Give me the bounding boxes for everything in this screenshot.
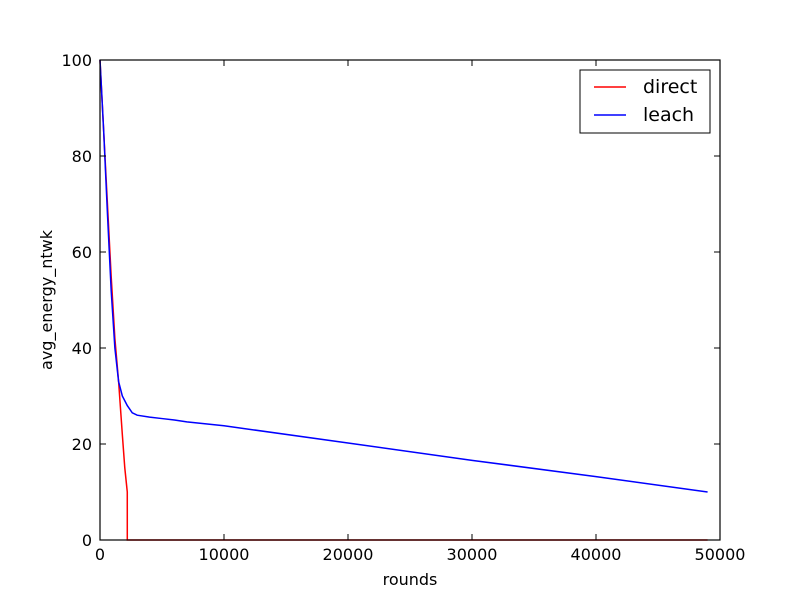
legend-box: [579, 69, 711, 134]
series-layer: [99, 59, 708, 541]
legend-label-leach: leach: [643, 104, 694, 126]
x-tick-label: 0: [95, 545, 105, 564]
plot-area: [100, 60, 720, 540]
tick-layer: 0 10000 20000 30000 40000 50000 0 20 40 60 80 100: [61, 51, 745, 564]
legend-label-direct: direct: [643, 76, 697, 98]
plot-frame: [99, 59, 721, 541]
x-tick-label: 40000: [571, 545, 622, 564]
x-tick-label: 50000: [695, 545, 746, 564]
legend: direct leach: [579, 69, 711, 134]
y-axis-title: avg_energy_ntwk: [37, 229, 57, 370]
x-tick-label: 20000: [323, 545, 374, 564]
y-tick-label: 40: [72, 339, 92, 358]
y-tick-label: 20: [72, 435, 92, 454]
y-tick-label: 80: [72, 147, 92, 166]
y-tick-label: 0: [82, 531, 92, 550]
x-tick-label: 10000: [199, 545, 250, 564]
x-tick-label: 30000: [447, 545, 498, 564]
y-tick-label: 60: [72, 243, 92, 262]
x-axis-title: rounds: [383, 570, 438, 589]
y-tick-label: 100: [61, 51, 92, 70]
series-line-leach: [99, 59, 708, 493]
